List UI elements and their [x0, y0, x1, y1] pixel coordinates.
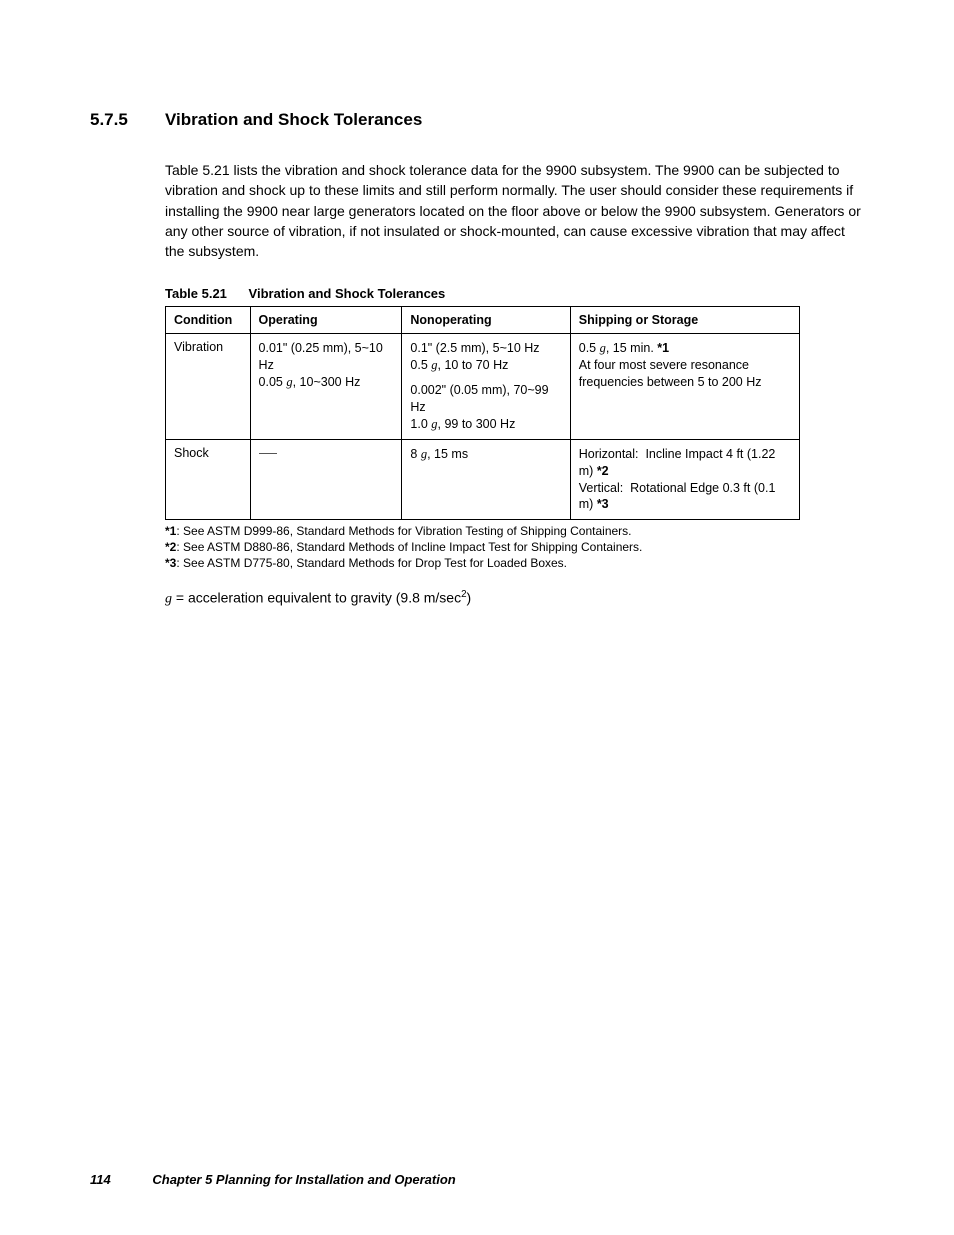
column-header: Condition [166, 307, 251, 334]
tolerances-table: Condition Operating Nonoperating Shippin… [165, 306, 800, 520]
cell-text: 1.0 g, 99 to 300 Hz [410, 416, 561, 433]
body-paragraph: Table 5.21 lists the vibration and shock… [165, 160, 864, 261]
cell-operating: 0.01" (0.25 mm), 5~10 Hz 0.05 g, 10~300 … [250, 334, 402, 439]
column-header: Operating [250, 307, 402, 334]
table-caption-label: Table 5.21 [165, 286, 227, 301]
footnote-text: : See ASTM D775-80, Standard Methods for… [176, 556, 567, 570]
cell-nonoperating: 8 g, 15 ms [402, 439, 570, 520]
table-caption: Table 5.21 Vibration and Shock Tolerance… [165, 286, 864, 301]
equation-text: g = acceleration equivalent to gravity (… [165, 589, 864, 608]
table-row: Shock 8 g, 15 ms Horizontal: Incline Imp… [166, 439, 800, 520]
table-row: Vibration 0.01" (0.25 mm), 5~10 Hz 0.05 … [166, 334, 800, 439]
chapter-title: Chapter 5 Planning for Installation and … [152, 1172, 455, 1187]
section-title: Vibration and Shock Tolerances [165, 110, 422, 130]
table-caption-title: Vibration and Shock Tolerances [249, 286, 446, 301]
table-header-row: Condition Operating Nonoperating Shippin… [166, 307, 800, 334]
cell-text: Vertical: Rotational Edge 0.3 ft (0.1 m)… [579, 480, 791, 514]
page-footer: 114 Chapter 5 Planning for Installation … [90, 1172, 456, 1187]
cell-condition: Vibration [166, 334, 251, 439]
page-number: 114 [90, 1172, 111, 1187]
cell-operating [250, 439, 402, 520]
table-footnotes: *1: See ASTM D999-86, Standard Methods f… [165, 524, 864, 571]
section-heading: 5.7.5 Vibration and Shock Tolerances [90, 110, 864, 130]
column-header: Nonoperating [402, 307, 570, 334]
cell-text: 0.002" (0.05 mm), 70~99 Hz [410, 382, 561, 416]
equation-suffix: ) [467, 590, 472, 606]
cell-text: 0.5 g, 15 min. *1 [579, 340, 791, 357]
cell-condition: Shock [166, 439, 251, 520]
dash-icon [259, 453, 277, 455]
equation-body: = acceleration equivalent to gravity (9.… [172, 590, 461, 606]
document-page: 5.7.5 Vibration and Shock Tolerances Tab… [0, 0, 954, 1235]
cell-text: 0.05 g, 10~300 Hz [259, 374, 394, 391]
footnote: *3: See ASTM D775-80, Standard Methods f… [165, 556, 864, 572]
cell-text: At four most severe resonance frequencie… [579, 357, 791, 391]
cell-text: 8 g, 15 ms [410, 446, 561, 463]
cell-text: 0.01" (0.25 mm), 5~10 Hz [259, 340, 394, 374]
column-header: Shipping or Storage [570, 307, 799, 334]
footnote-text: : See ASTM D999-86, Standard Methods for… [176, 524, 631, 538]
footnote: *2: See ASTM D880-86, Standard Methods o… [165, 540, 864, 556]
cell-nonoperating: 0.1" (2.5 mm), 5~10 Hz 0.5 g, 10 to 70 H… [402, 334, 570, 439]
footnote-mark: *1 [165, 524, 176, 538]
cell-text: 0.5 g, 10 to 70 Hz [410, 357, 561, 374]
footnote-text: : See ASTM D880-86, Standard Methods of … [176, 540, 642, 554]
equation-var: g [165, 592, 172, 607]
footnote-mark: *2 [165, 540, 176, 554]
section-number: 5.7.5 [90, 110, 165, 130]
footnote-mark: *3 [165, 556, 176, 570]
cell-text: Horizontal: Incline Impact 4 ft (1.22 m)… [579, 446, 791, 480]
cell-shipping: 0.5 g, 15 min. *1 At four most severe re… [570, 334, 799, 439]
cell-shipping: Horizontal: Incline Impact 4 ft (1.22 m)… [570, 439, 799, 520]
footnote: *1: See ASTM D999-86, Standard Methods f… [165, 524, 864, 540]
cell-text: 0.1" (2.5 mm), 5~10 Hz [410, 340, 561, 357]
